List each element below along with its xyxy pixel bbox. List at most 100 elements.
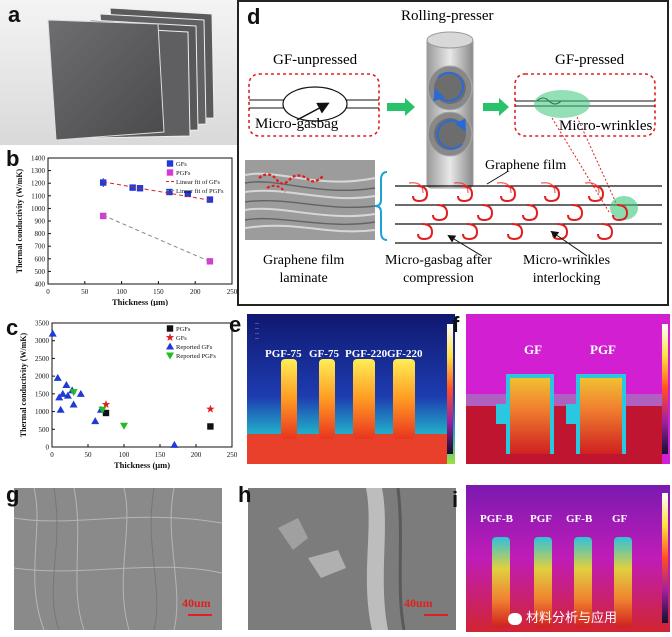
y-tick-label: 500 xyxy=(35,268,46,276)
data-point xyxy=(76,389,85,397)
legend-label: PGFs xyxy=(176,170,191,177)
panel-f: f GF PGF xyxy=(452,312,670,464)
x-tick-label: 250 xyxy=(227,451,238,459)
data-point xyxy=(69,400,78,408)
y-tick-label: 1200 xyxy=(31,180,46,188)
svg-text:—: — xyxy=(254,330,260,335)
legend-swatch xyxy=(166,325,174,332)
x-tick-label: 50 xyxy=(85,451,93,459)
x-axis-label: Thickness (μm) xyxy=(112,297,168,306)
panel-d: d Rolling-presser GF-unpressed GF-presse… xyxy=(237,0,669,306)
panel-i: i PGF-B PGF GF-B GF 材料分析与应用 xyxy=(452,485,670,632)
legend-swatch xyxy=(165,333,175,342)
panel-label-a: a xyxy=(8,2,21,27)
chart-b: 0 50 100 150 200 250 400 500 600 700 800 900 1000 110… xyxy=(15,155,238,308)
panel-label-i: i xyxy=(452,487,459,512)
y-tick-label: 1300 xyxy=(31,167,46,175)
x-tick-label: 100 xyxy=(119,451,130,459)
x-tick-label: 200 xyxy=(190,288,201,296)
sem-image-h xyxy=(248,487,456,631)
data-point xyxy=(206,258,214,265)
plot-frame xyxy=(47,157,233,285)
ir-label-i-3: GF xyxy=(612,513,628,525)
data-point xyxy=(102,409,110,417)
data-point xyxy=(166,188,173,196)
x-axis-label: Thickness (μm) xyxy=(114,460,170,470)
panel-h: h 40um xyxy=(238,482,456,631)
y-tick-label: 1500 xyxy=(35,390,50,398)
ir-image-f xyxy=(466,314,670,464)
data-point xyxy=(129,184,136,191)
y-tick-label: 1000 xyxy=(31,205,46,213)
micro-wrinkles-label: Micro-wrinkles xyxy=(559,118,653,134)
y-axis-label: Thermal conductivity (W/mK) xyxy=(19,332,28,437)
data-point xyxy=(207,423,214,430)
panel-label-g: g xyxy=(6,482,20,507)
svg-text:—: — xyxy=(254,320,260,325)
gasbag-compression-label: Micro-gasbag after compression xyxy=(385,252,492,288)
y-tick-label: 500 xyxy=(39,426,50,434)
y-tick-label: 3000 xyxy=(35,337,50,345)
fit-line xyxy=(103,214,211,263)
ir-label-e-2: PGF-220 xyxy=(345,348,388,360)
panel-a: a xyxy=(0,0,240,145)
panel-c: 0 50 100 150 200 250 0 500 1000 1500 2000 2500 3000 3… xyxy=(0,315,240,475)
svg-text:—: — xyxy=(254,325,260,330)
legend-swatch xyxy=(166,160,174,167)
data-point xyxy=(56,405,65,413)
data-point xyxy=(98,406,107,414)
data-point xyxy=(62,381,71,388)
legend-label: Linear fit of PGFs xyxy=(176,188,224,195)
ir-label-e-0: PGF-75 xyxy=(265,348,302,360)
data-point xyxy=(101,400,111,409)
panel-label-d: d xyxy=(247,4,261,29)
legend-label: Reported GFs xyxy=(176,344,213,351)
panel-label-f: f xyxy=(452,312,460,337)
legend-label: PGFs xyxy=(176,326,191,333)
wechat-icon xyxy=(508,612,522,625)
scale-bar-h: 40um xyxy=(404,596,433,610)
gf-pressed-label: GF-pressed xyxy=(555,52,625,68)
y-tick-label: 2000 xyxy=(35,373,50,381)
y-tick-label: 1000 xyxy=(35,408,50,416)
plot-frame xyxy=(51,322,233,448)
chart-c: 0 50 100 150 200 2500500100015002000250030003… xyxy=(19,320,238,471)
data-point xyxy=(206,404,215,413)
panel-label-e: e xyxy=(229,312,242,337)
y-tick-label: 3500 xyxy=(35,320,50,328)
data-point xyxy=(120,422,128,430)
panel-b: 0 50 100 150 200 250 400 500 600 700 800 900 1000 110… xyxy=(0,146,240,308)
y-tick-label: 900 xyxy=(35,218,46,226)
watermark-text: 材料分析与应用 xyxy=(526,611,618,626)
data-point xyxy=(206,196,214,203)
ir-label-e-1: GF-75 xyxy=(309,348,339,360)
legend-label: GFs xyxy=(176,335,187,342)
laminate-label-line1: Graphene film xyxy=(263,253,345,268)
micro-gasbag-label: Micro-gasbag xyxy=(255,116,339,132)
ir-label-i-2: GF-B xyxy=(566,513,593,525)
data-point xyxy=(48,329,57,337)
gasbag-compression-line2: compression xyxy=(403,271,474,286)
data-point xyxy=(53,373,62,381)
legend-swatch xyxy=(166,352,174,360)
x-tick-label: 250 xyxy=(227,288,238,296)
x-tick-label: 0 xyxy=(46,288,50,296)
wrinkle-interlock-line2: interlocking xyxy=(532,271,601,286)
y-tick-label: 800 xyxy=(35,230,46,238)
laminate-label: Graphene film laminate xyxy=(263,252,344,288)
y-tick-label: 0 xyxy=(46,444,50,452)
svg-text:—: — xyxy=(254,335,260,340)
y-axis-label: Thermal conductivity (W/mK) xyxy=(15,168,24,273)
x-tick-label: 150 xyxy=(155,451,166,459)
panel-label-h: h xyxy=(238,482,252,507)
watermark: 材料分析与应用 xyxy=(508,607,617,626)
legend-swatch xyxy=(166,169,174,176)
y-tick-label: 1400 xyxy=(31,155,46,163)
panel-g: g 40um xyxy=(6,482,223,631)
rolling-press-schematic xyxy=(237,0,669,306)
x-tick-label: 0 xyxy=(50,451,54,459)
x-tick-label: 200 xyxy=(191,451,202,459)
x-tick-label: 100 xyxy=(116,288,127,296)
x-tick-label: 50 xyxy=(81,288,89,296)
wrinkle-interlock-line1: Micro-wrinkles xyxy=(523,253,611,268)
